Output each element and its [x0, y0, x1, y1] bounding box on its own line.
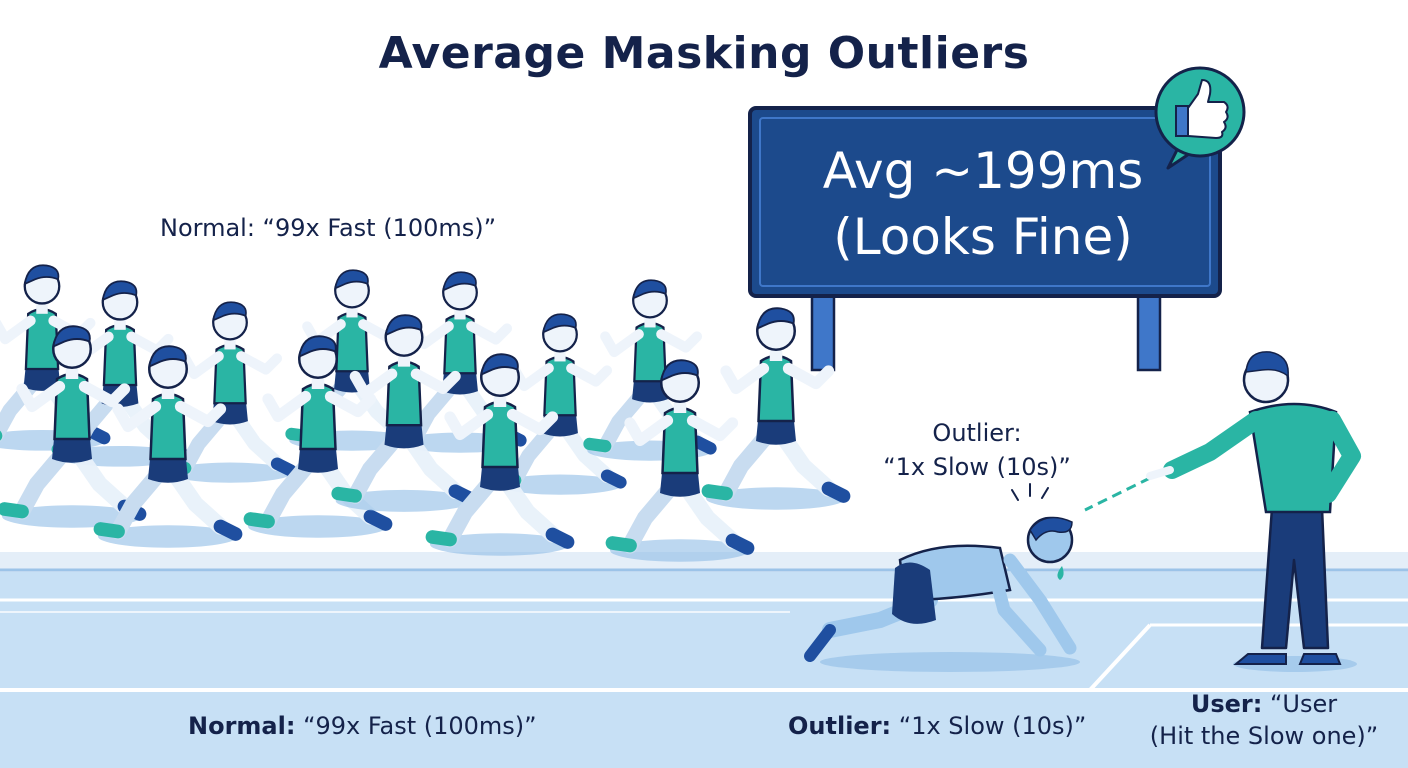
outlier-label-bottom: Outlier: “1x Slow (10s)”: [788, 712, 1086, 740]
user-label-line1: User: “User: [1128, 688, 1400, 720]
scoreboard-status: (Looks Fine): [833, 208, 1133, 266]
outlier-label-top: Outlier: “1x Slow (10s)”: [852, 416, 1102, 484]
fallen-runner: [804, 483, 1080, 672]
user-figure: [1146, 351, 1361, 672]
outlier-label-bottom-prefix: Outlier:: [788, 712, 892, 740]
normal-label-bottom-prefix: Normal:: [188, 712, 296, 740]
normal-label-bottom: Normal: “99x Fast (100ms)”: [188, 712, 537, 740]
scoreboard-average: Avg ~199ms: [822, 142, 1144, 200]
normal-label-top: Normal: “99x Fast (100ms)”: [160, 214, 497, 242]
user-label-line2: (Hit the Slow one)”: [1149, 722, 1379, 750]
thumbs-up-badge: [1154, 66, 1246, 170]
scoreboard-text: Avg ~199ms (Looks Fine): [752, 138, 1214, 270]
user-label-prefix: User:: [1190, 690, 1263, 718]
outlier-label-bottom-value: “1x Slow (10s)”: [898, 712, 1087, 740]
user-label: User: “User (Hit the Slow one)”: [1128, 688, 1400, 752]
page-title: Average Masking Outliers: [378, 28, 1030, 79]
user-label-line1-value: “User: [1269, 690, 1338, 718]
outlier-label-top-line2: “1x Slow (10s)”: [883, 453, 1071, 481]
normal-label-bottom-value: “99x Fast (100ms)”: [303, 712, 537, 740]
outlier-label-top-line1: Outlier:: [932, 419, 1022, 447]
